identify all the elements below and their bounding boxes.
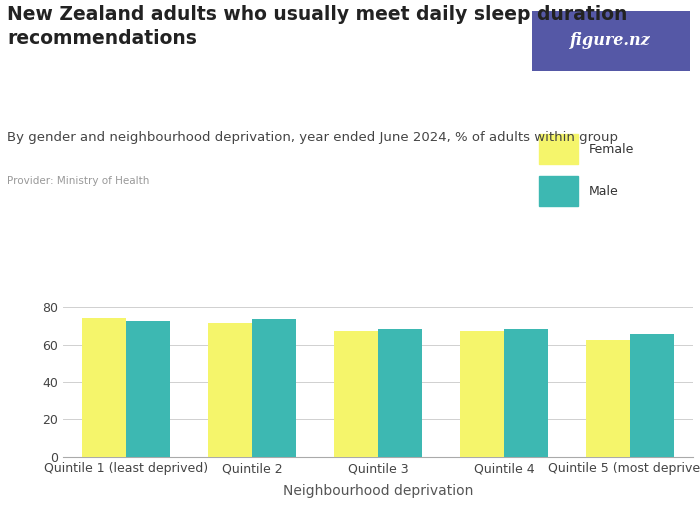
Text: New Zealand adults who usually meet daily sleep duration
recommendations: New Zealand adults who usually meet dail…: [7, 5, 627, 48]
Bar: [252, 319, 296, 457]
Bar: [460, 331, 504, 457]
FancyBboxPatch shape: [539, 176, 578, 206]
Text: By gender and neighbourhood deprivation, year ended June 2024, % of adults withi: By gender and neighbourhood deprivation,…: [7, 131, 618, 144]
X-axis label: Neighbourhood deprivation: Neighbourhood deprivation: [283, 484, 473, 498]
Text: Provider: Ministry of Health: Provider: Ministry of Health: [7, 176, 149, 186]
Bar: [378, 329, 422, 457]
Bar: [208, 323, 252, 457]
Text: figure.nz: figure.nz: [570, 32, 651, 49]
Bar: [630, 334, 674, 457]
Bar: [334, 331, 378, 457]
Text: Female: Female: [588, 143, 634, 156]
Bar: [82, 318, 126, 457]
Bar: [586, 340, 630, 457]
FancyBboxPatch shape: [539, 134, 578, 164]
Text: Male: Male: [588, 185, 618, 198]
Bar: [504, 329, 548, 457]
Bar: [126, 321, 170, 457]
